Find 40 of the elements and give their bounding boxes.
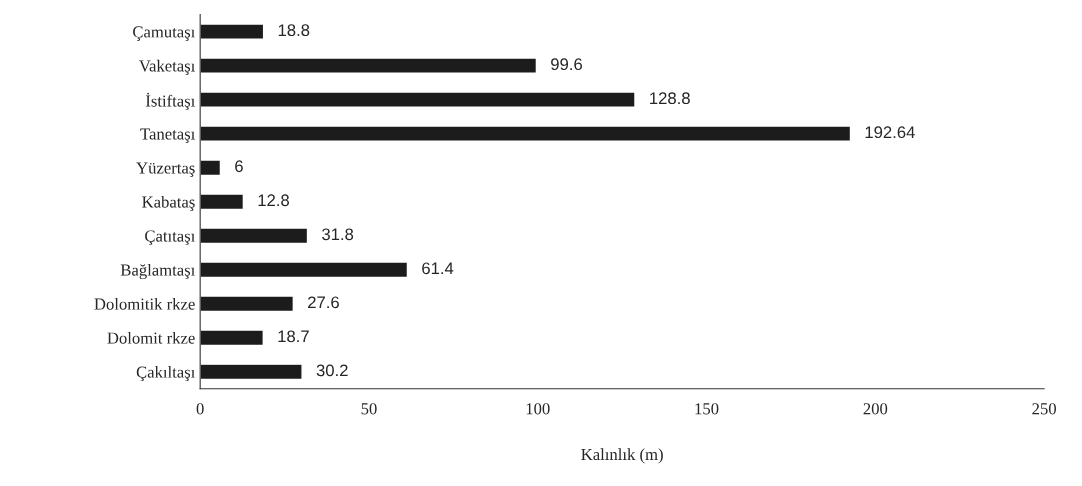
y-tick-label: Bağlamtaşı	[120, 263, 195, 280]
data-label: 99.6	[551, 58, 582, 71]
bar	[200, 125, 852, 142]
bar	[200, 363, 303, 381]
y-tick-label: Kabataş	[142, 195, 195, 212]
data-label: 18.8	[278, 24, 310, 37]
x-tick-label: 50	[361, 403, 377, 415]
data-label: 6	[235, 160, 243, 173]
y-tick-label: Yüzertaş	[136, 162, 195, 177]
bar	[200, 23, 265, 40]
data-label: 12.8	[258, 194, 289, 207]
bar	[200, 57, 538, 74]
y-tick-label: Dolomit rkze	[107, 331, 195, 344]
x-tick-label: 200	[863, 403, 888, 415]
x-tick-label: 0	[196, 403, 204, 415]
y-tick-label: Vaketaşı	[139, 59, 195, 75]
x-tick-label: 100	[526, 403, 550, 415]
data-label: 31.8	[322, 228, 354, 241]
x-tick-label: 150	[695, 403, 719, 415]
bar	[200, 295, 295, 313]
bar	[200, 193, 245, 211]
data-label: 18.7	[278, 330, 309, 343]
y-tick-label: Çamutaşı	[133, 26, 195, 41]
bar	[200, 329, 264, 347]
y-tick-label: Dolomitik rkze	[94, 297, 195, 310]
y-tick-label: Çatıtaşı	[145, 230, 195, 246]
data-label: 128.8	[650, 92, 690, 105]
x-tick-label: 250	[1032, 403, 1056, 415]
bar	[200, 227, 309, 245]
bar	[200, 261, 409, 279]
data-label: 192.64	[865, 126, 915, 139]
data-label: 61.4	[422, 262, 454, 275]
y-tick-label: İstiftaşı	[145, 92, 195, 111]
bar	[200, 91, 636, 108]
y-tick-label: Tanetaşı	[140, 128, 195, 143]
data-label: 30.2	[316, 364, 348, 377]
y-tick-label: Çakıltaşı	[136, 366, 195, 382]
bar	[200, 159, 222, 177]
data-label: 27.6	[308, 296, 339, 309]
x-axis-title: Kalınlık (m)	[581, 448, 663, 464]
